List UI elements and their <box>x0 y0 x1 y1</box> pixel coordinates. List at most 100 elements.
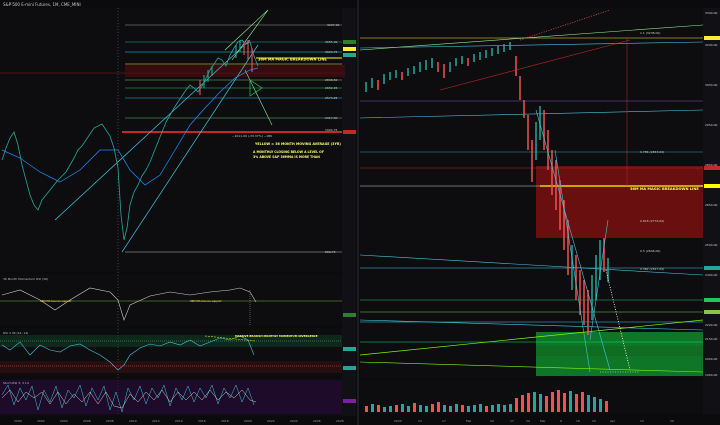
right-chart: 36M MA MAGIC BREAKDOWN LINE <box>359 8 720 423</box>
left-fib-levels <box>125 24 342 253</box>
momentum-title: 36 Month Momentum RSI (36) <box>3 277 48 281</box>
left-trendline-2 <box>121 44 259 253</box>
svg-text:2400.00: 2400.00 <box>705 273 717 277</box>
right-axis-badges <box>704 36 720 314</box>
svg-text:2200.00: 2200.00 <box>705 323 717 327</box>
left-breakdown-label: 36M MA MAGIC BREAKDOWN LINE <box>258 58 327 62</box>
left-axis-badges <box>343 40 356 403</box>
svg-text:2024: 2024 <box>290 419 298 423</box>
svg-text:2800.00: 2800.00 <box>705 163 717 167</box>
left-ma-line <box>1 67 259 186</box>
right-green-flat <box>359 361 704 373</box>
ma-note: YELLOW = 36 MONTH MOVING AVERAGE (3YR) <box>254 142 341 146</box>
svg-text:2652.25: 2652.25 <box>325 86 337 90</box>
left-chart: S&P 500 E-mini Futures, 1M, CME_MINI 36M… <box>0 2 356 423</box>
svg-text:10: 10 <box>490 419 494 423</box>
right-volume-bars <box>365 390 608 412</box>
svg-text:2008: 2008 <box>106 419 114 423</box>
right-red-dotted <box>519 9 611 41</box>
right-crash-line-2 <box>554 149 591 373</box>
stoch-signal <box>1 389 257 409</box>
right-trend-lower <box>359 109 704 119</box>
svg-text:2020: 2020 <box>244 419 252 423</box>
left-price-line <box>1 39 259 241</box>
svg-text:9: 9 <box>560 419 562 423</box>
right-fib-3: 0.5 (2646.00) <box>640 249 660 253</box>
svg-text:3297.00: 3297.00 <box>327 23 339 27</box>
svg-text:2006: 2006 <box>83 419 91 423</box>
test-note-1: A MONTHLY CLOSING BELOW A LEVEL OF <box>253 150 324 154</box>
svg-text:2016: 2016 <box>198 419 206 423</box>
svg-text:2028: 2028 <box>336 419 344 423</box>
test-note-2: 3% ABOVE S&P 36MMA IS MORE THAN <box>253 155 320 159</box>
left-x-axis: 2000 2002 2004 2006 2008 2010 2012 2014 … <box>14 419 344 423</box>
right-volume-pane <box>360 380 703 414</box>
svg-text:13: 13 <box>640 419 644 423</box>
right-green-rising <box>359 319 704 356</box>
stoch-zone <box>0 380 342 414</box>
svg-text:2150.00: 2150.00 <box>705 337 717 341</box>
left-channel-top <box>224 9 269 51</box>
svg-text:3200.00: 3200.00 <box>705 43 717 47</box>
svg-text:2574.25: 2574.25 <box>325 96 337 100</box>
divergence-line <box>204 335 256 342</box>
svg-text:2012: 2012 <box>152 419 160 423</box>
svg-text:2500.00: 2500.00 <box>705 243 717 247</box>
svg-text:2014: 2014 <box>175 419 183 423</box>
svg-text:2026: 2026 <box>313 419 321 423</box>
support-label-2: 36M MA bounce support <box>190 299 222 303</box>
svg-text:13: 13 <box>418 419 422 423</box>
right-crash-line-1 <box>535 109 611 371</box>
svg-text:3055.00: 3055.00 <box>325 40 337 44</box>
svg-text:Feb: Feb <box>466 419 471 423</box>
svg-text:1904.75: 1904.75 <box>325 128 337 132</box>
right-fib-1: 0.786 (2833.00) <box>640 150 664 154</box>
right-candles <box>365 42 609 335</box>
right-projection-dots <box>605 269 631 371</box>
svg-text:2022: 2022 <box>267 419 275 423</box>
right-breakdown-label: 36M MA MAGIC BREAKDOWN LINE <box>630 187 699 191</box>
left-momentum-pane <box>0 274 342 326</box>
chart-title: S&P 500 E-mini Futures, 1M, CME_MINI <box>3 2 81 7</box>
svg-text:2018: 2018 <box>221 419 229 423</box>
left-stats-label: ~1011.00 (-33.37%) ~186 <box>232 134 272 138</box>
left-candles <box>199 40 253 95</box>
right-rebound-line <box>589 219 609 341</box>
svg-text:3300.00: 3300.00 <box>705 11 717 15</box>
svg-text:2950.00: 2950.00 <box>705 123 717 127</box>
svg-text:Apr: Apr <box>610 419 616 423</box>
right-fib-4: 0.382 (2527.00) <box>640 267 664 271</box>
right-support-inner <box>536 346 703 356</box>
svg-text:Mar: Mar <box>540 419 546 423</box>
stoch-title: Stoch RSI 3, 3 14 <box>3 381 29 385</box>
svg-text:2004: 2004 <box>60 419 68 423</box>
svg-text:2000.00: 2000.00 <box>705 357 717 361</box>
support-label-1: 36M MA bounce support <box>40 299 72 303</box>
left-arrow-shape <box>249 79 263 97</box>
right-resistance-zone <box>536 166 703 238</box>
right-trend-mid <box>359 41 704 49</box>
right-red-channel <box>439 39 631 91</box>
divergence-label: MASSIVE BEARISH MONTHLY MOMENTUM DIVERGE… <box>235 334 318 338</box>
svg-text:17: 17 <box>510 419 514 423</box>
svg-text:2836.50: 2836.50 <box>325 78 337 82</box>
rsi-title: RSI 4 36 (14, 14) <box>3 331 28 335</box>
svg-text:2317.00: 2317.00 <box>325 116 337 120</box>
right-trend-top <box>359 24 704 51</box>
svg-text:16: 16 <box>576 419 580 423</box>
right-x-axis: 2020 13 17 Feb 10 17 24 Mar 9 16 23 Apr … <box>394 419 674 423</box>
stoch-line <box>1 384 255 413</box>
pane-separator <box>357 0 359 425</box>
momentum-line <box>1 287 257 321</box>
svg-text:2010: 2010 <box>129 419 137 423</box>
left-channel-bottom <box>231 9 269 61</box>
svg-text:23: 23 <box>592 419 596 423</box>
svg-text:2020: 2020 <box>394 419 402 423</box>
left-price-pane <box>0 8 342 272</box>
svg-text:666.75: 666.75 <box>325 250 336 254</box>
right-price-axis <box>703 8 720 414</box>
svg-text:20: 20 <box>670 419 674 423</box>
svg-text:2002: 2002 <box>37 419 45 423</box>
right-fib-2: 0.618 (2776.00) <box>640 219 664 223</box>
